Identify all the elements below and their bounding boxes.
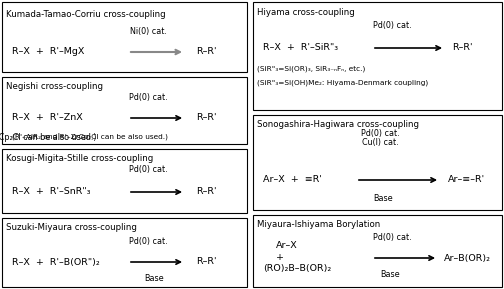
Text: R–X  +  R'–ZnX: R–X + R'–ZnX — [12, 114, 83, 123]
Bar — [253, 215, 502, 287]
Text: R–R': R–R' — [196, 257, 217, 266]
Bar — [253, 2, 502, 110]
Text: (SiR"₃=Si(OR)₃, SiR₃₋ₙFₙ, etc.): (SiR"₃=Si(OR)₃, SiR₃₋ₙFₙ, etc.) — [257, 66, 365, 73]
Text: R–R': R–R' — [196, 114, 217, 123]
Text: Pd(0) cat.: Pd(0) cat. — [129, 165, 167, 174]
Text: Hiyama cross-coupling: Hiyama cross-coupling — [257, 8, 355, 17]
Text: Ar–X  +  ≡R': Ar–X + ≡R' — [263, 175, 322, 184]
Text: R–X  +  R'–SiR"₃: R–X + R'–SiR"₃ — [263, 44, 338, 53]
Text: (SiR"₃=Si(OH)Me₂: Hiyama-Denmark coupling): (SiR"₃=Si(OH)Me₂: Hiyama-Denmark couplin… — [257, 80, 428, 86]
Text: Ar–≡–R': Ar–≡–R' — [448, 175, 485, 184]
Text: Kumada-Tamao-Corriu cross-coupling: Kumada-Tamao-Corriu cross-coupling — [6, 10, 166, 19]
Text: (R'–AlR₂ and R'–ZrCp₂Cl can be also used.): (R'–AlR₂ and R'–ZrCp₂Cl can be also used… — [0, 133, 97, 142]
Text: Ar–B(OR)₂: Ar–B(OR)₂ — [444, 253, 491, 262]
Text: Pd(0) cat.: Pd(0) cat. — [372, 21, 411, 30]
Text: R–R': R–R' — [452, 44, 473, 53]
Text: (RO)₂B–B(OR)₂: (RO)₂B–B(OR)₂ — [263, 264, 331, 273]
Text: R–X  +  R'–MgX: R–X + R'–MgX — [12, 47, 84, 57]
Text: +: + — [276, 253, 284, 262]
Text: Ar–X: Ar–X — [276, 240, 298, 249]
Text: Sonogashira-Hagiwara cross-coupling: Sonogashira-Hagiwara cross-coupling — [257, 120, 419, 129]
Text: Base: Base — [380, 270, 400, 279]
Text: Base: Base — [144, 274, 164, 283]
Text: Pd(0) cat.: Pd(0) cat. — [372, 233, 411, 242]
Text: Cu(l) cat.: Cu(l) cat. — [362, 138, 398, 147]
Bar — [2, 2, 247, 72]
Text: Ni(0) cat.: Ni(0) cat. — [130, 27, 166, 36]
Text: Pd(0) cat.: Pd(0) cat. — [361, 129, 399, 138]
Text: Miyaura-Ishiyama Borylation: Miyaura-Ishiyama Borylation — [257, 220, 380, 229]
Bar — [2, 77, 247, 144]
Bar — [2, 218, 247, 287]
Text: Pd(0) cat.: Pd(0) cat. — [129, 93, 167, 102]
Text: Base: Base — [373, 194, 393, 203]
Bar — [253, 115, 502, 210]
Text: (R'–AlR₂ and R'–ZrCp₂Cl can be also used.): (R'–AlR₂ and R'–ZrCp₂Cl can be also used… — [12, 133, 168, 140]
Text: R–R': R–R' — [196, 188, 217, 197]
Text: R–X  +  R'–SnR"₃: R–X + R'–SnR"₃ — [12, 188, 91, 197]
Text: Pd(0) cat.: Pd(0) cat. — [129, 237, 167, 246]
Text: R–X  +  R'–B(OR")₂: R–X + R'–B(OR")₂ — [12, 257, 100, 266]
Text: R–R': R–R' — [196, 47, 217, 57]
Bar — [2, 149, 247, 213]
Text: Kosugi-Migita-Stille cross-coupling: Kosugi-Migita-Stille cross-coupling — [6, 154, 153, 163]
Text: Negishi cross-coupling: Negishi cross-coupling — [6, 82, 103, 91]
Text: Suzuki-Miyaura cross-coupling: Suzuki-Miyaura cross-coupling — [6, 223, 137, 232]
